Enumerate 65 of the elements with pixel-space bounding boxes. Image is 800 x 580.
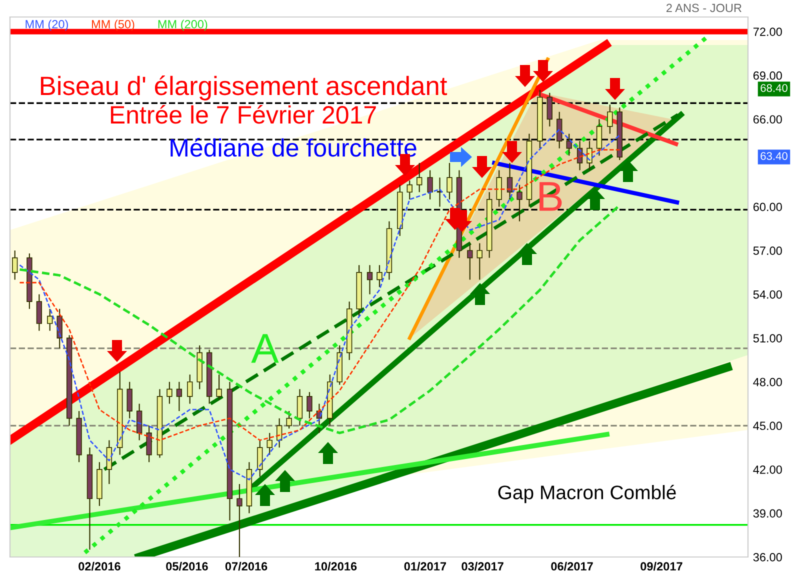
annotation: Entrée le 7 Février 2017 xyxy=(110,105,376,124)
y-tick-label: 42.00 xyxy=(753,465,782,474)
y-tick-label: 66.00 xyxy=(753,115,782,124)
candlestick xyxy=(216,374,222,400)
y-tick-label: 69.00 xyxy=(753,71,782,80)
candlestick xyxy=(586,140,592,171)
candlestick xyxy=(286,410,292,430)
x-tick-label: 06/2017 xyxy=(551,562,593,571)
y-tick-label: 60.00 xyxy=(753,202,782,212)
candlestick xyxy=(546,92,552,128)
y-tick-label: 57.00 xyxy=(753,246,782,255)
candlestick xyxy=(176,381,182,412)
x-tick-label: 02/2016 xyxy=(78,562,120,571)
y-tick-label: 36.00 xyxy=(753,553,782,562)
x-tick-label: 05/2016 xyxy=(166,562,208,571)
y-tick-label: 45.00 xyxy=(753,422,782,430)
candlestick xyxy=(366,264,373,295)
candlestick xyxy=(126,381,132,419)
x-tick-label: 07/2016 xyxy=(225,562,268,571)
candlestick xyxy=(187,374,193,404)
candlestick xyxy=(166,381,172,404)
text: MM (20) xyxy=(26,20,68,31)
candlestick xyxy=(56,308,62,349)
y-tick-label: 72.00 xyxy=(753,28,782,36)
text: MM (200) xyxy=(158,20,208,31)
text: 63.40 xyxy=(760,152,788,160)
candlestick xyxy=(106,440,112,485)
candlestick xyxy=(136,403,142,441)
candlestick xyxy=(446,162,452,200)
x-tick-label: 01/2017 xyxy=(404,562,446,571)
candlestick xyxy=(306,392,312,419)
candlestick xyxy=(427,170,433,200)
chart-subtitle: 2 ANS - JOUR xyxy=(666,4,742,12)
annotation: Gap Macron Comblé xyxy=(498,484,676,504)
x-tick-label: 09/2017 xyxy=(640,562,682,571)
y-tick-label: 39.00 xyxy=(753,509,782,518)
candlestick xyxy=(406,180,412,200)
candlestick xyxy=(146,425,152,463)
candlestick xyxy=(36,294,42,332)
candlestick xyxy=(506,162,513,200)
candlestick xyxy=(607,104,613,134)
candlestick xyxy=(467,242,473,280)
candlestick xyxy=(257,440,263,478)
y-tick-label: 51.00 xyxy=(753,334,782,342)
text: 68.40 xyxy=(760,84,788,92)
candlestick xyxy=(236,483,242,557)
x-tick-label: 10/2016 xyxy=(315,562,357,571)
candlestick xyxy=(296,388,303,426)
candlestick xyxy=(476,242,482,280)
candlestick xyxy=(416,162,422,193)
candlestick xyxy=(376,264,382,288)
candlestick xyxy=(596,118,602,156)
candlestick xyxy=(516,184,522,222)
text: MM (50) xyxy=(92,20,134,31)
annotation: Biseau d' élargissement ascendant xyxy=(40,76,448,100)
candlestick xyxy=(566,133,572,156)
x-tick-label: 03/2017 xyxy=(462,562,504,571)
y-tick-label: 54.00 xyxy=(753,290,782,299)
candlestick xyxy=(266,432,272,456)
candlestick xyxy=(12,250,18,280)
annotation: Médiane de fourchette xyxy=(170,138,416,157)
y-tick-label: 48.00 xyxy=(753,378,782,386)
candlestick xyxy=(496,170,502,208)
candlestick xyxy=(47,308,53,332)
candlestick xyxy=(556,111,562,149)
